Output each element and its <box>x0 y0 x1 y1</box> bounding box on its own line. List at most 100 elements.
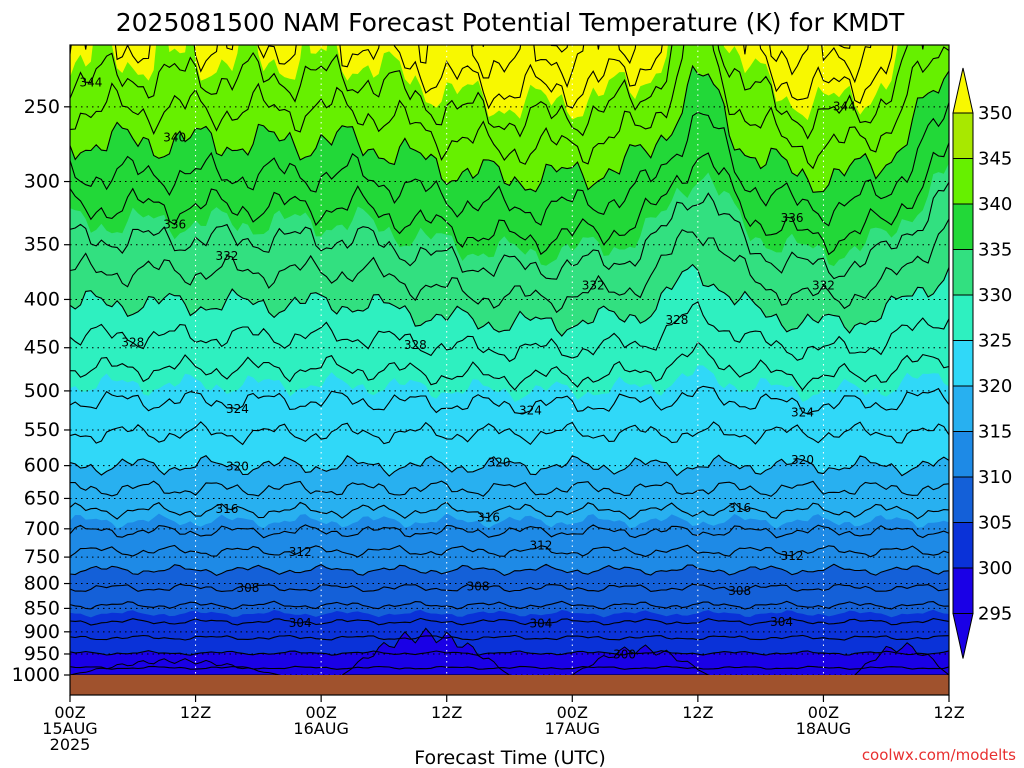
contour-label: 320 <box>488 456 511 470</box>
y-tick-label: 800 <box>24 573 60 595</box>
x-tick-label: 16AUG <box>293 719 348 738</box>
x-tick-label: 12Z <box>682 703 713 722</box>
colorbar-box <box>952 294 974 341</box>
x-tick-label: 00Z <box>54 703 85 722</box>
contour-332 <box>70 218 949 314</box>
contour-label: 328 <box>404 338 427 352</box>
y-tick-label: 650 <box>24 487 60 509</box>
contour-label: 344 <box>79 76 102 90</box>
y-tick-label: 900 <box>24 621 60 643</box>
contour-342 <box>70 45 949 170</box>
contour-340 <box>70 64 949 193</box>
x-tick-label: 12Z <box>180 703 211 722</box>
credit-text: coolwx.com/modelts <box>862 746 1016 764</box>
contour-label: 328 <box>121 336 144 350</box>
colorbar-label: 305 <box>978 513 1012 534</box>
contour-label: 308 <box>467 579 490 593</box>
cold-pocket-3 <box>854 642 949 675</box>
contour-326 <box>70 341 949 391</box>
contour-label: 336 <box>163 218 186 232</box>
contour-label: 320 <box>226 459 249 473</box>
colorbar-label: 340 <box>978 194 1012 215</box>
y-tick-label: 1000 <box>12 664 60 686</box>
colorbar-label: 300 <box>978 558 1012 579</box>
y-tick-label: 300 <box>24 171 60 193</box>
contour-label: 304 <box>529 616 552 630</box>
contour-322 <box>70 421 949 446</box>
contour-label: 324 <box>519 404 542 418</box>
colorbar-label: 350 <box>978 103 1012 124</box>
y-axis: 2503003504004505005506006507007508008509… <box>12 96 70 686</box>
contour-label: 332 <box>216 249 239 263</box>
x-tick-label: 15AUG <box>42 719 97 738</box>
colorbar-box <box>952 340 974 387</box>
colorbar: 350 345 340 335 330 325 320 315 310 305 300 295 <box>952 67 1012 659</box>
colorbar-label: 335 <box>978 240 1012 261</box>
contour-298 <box>70 665 949 670</box>
y-tick-label: 950 <box>24 643 60 665</box>
contour-328 <box>70 301 949 363</box>
x-tick-label: 00Z <box>557 703 588 722</box>
y-tick-label: 850 <box>24 597 60 619</box>
x-tick-label: 00Z <box>305 703 336 722</box>
contour-318 <box>70 480 949 497</box>
colorbar-box <box>952 112 974 159</box>
contour-320 <box>70 454 949 477</box>
contour-300 <box>70 650 949 656</box>
contour-302 <box>70 634 949 641</box>
contour-label: 316 <box>216 502 239 516</box>
colorbar-box <box>952 203 974 250</box>
isentrope-contours <box>70 45 949 670</box>
contour-label: 316 <box>477 511 500 525</box>
contour-label: 324 <box>226 402 249 416</box>
contour-306 <box>70 600 949 610</box>
contour-label: 328 <box>665 313 688 327</box>
x-tick-label: 2025 <box>50 735 91 754</box>
colorbar-label: 295 <box>978 604 1012 625</box>
contour-314 <box>70 524 949 539</box>
colorbar-box <box>952 385 974 432</box>
y-tick-label: 750 <box>24 546 60 568</box>
contour-label: 312 <box>289 545 312 559</box>
x-axis-label: Forecast Time (UTC) <box>414 747 605 768</box>
plot-frame <box>69 44 950 696</box>
contour-338 <box>70 102 949 227</box>
contour-label: 312 <box>781 549 804 563</box>
contour-label: 312 <box>529 539 552 553</box>
temperature-fill <box>70 45 949 675</box>
contour-334 <box>70 182 949 280</box>
y-tick-label: 500 <box>24 380 60 402</box>
x-tick-label: 00Z <box>808 703 839 722</box>
colorbar-label: 320 <box>978 376 1012 397</box>
chart-title: 2025081500 NAM Forecast Potential Temper… <box>116 8 905 37</box>
contour-label: 308 <box>728 584 751 598</box>
x-tick-label: 18AUG <box>796 719 851 738</box>
x-tick-label: 12Z <box>933 703 964 722</box>
y-tick-label: 700 <box>24 518 60 540</box>
colorbar-label: 315 <box>978 422 1012 443</box>
contour-324 <box>70 385 949 415</box>
contour-336 <box>70 142 949 256</box>
colorbar-box <box>952 476 974 523</box>
y-tick-label: 550 <box>24 419 60 441</box>
contour-label: 300 <box>613 648 636 662</box>
y-tick-label: 450 <box>24 337 60 359</box>
contour-label: 308 <box>236 581 259 595</box>
colorbar-box <box>952 249 974 296</box>
contour-label: 332 <box>582 279 605 293</box>
y-tick-label: 350 <box>24 234 60 256</box>
contour-label: 316 <box>728 501 751 515</box>
surface-band <box>70 675 949 695</box>
contour-labels: 344 344 340 336 336 332 332 332 328 328 328 324 324 3… <box>79 76 855 662</box>
contour-348 <box>418 45 872 88</box>
colorbar-box <box>952 522 974 569</box>
colorbar-box <box>952 567 974 614</box>
colorbar-label: 345 <box>978 149 1012 170</box>
contour-308 <box>70 583 949 593</box>
contour-344 <box>70 45 925 140</box>
colorbar-box <box>952 158 974 205</box>
contour-316 <box>70 501 949 520</box>
contour-346 <box>70 45 894 110</box>
